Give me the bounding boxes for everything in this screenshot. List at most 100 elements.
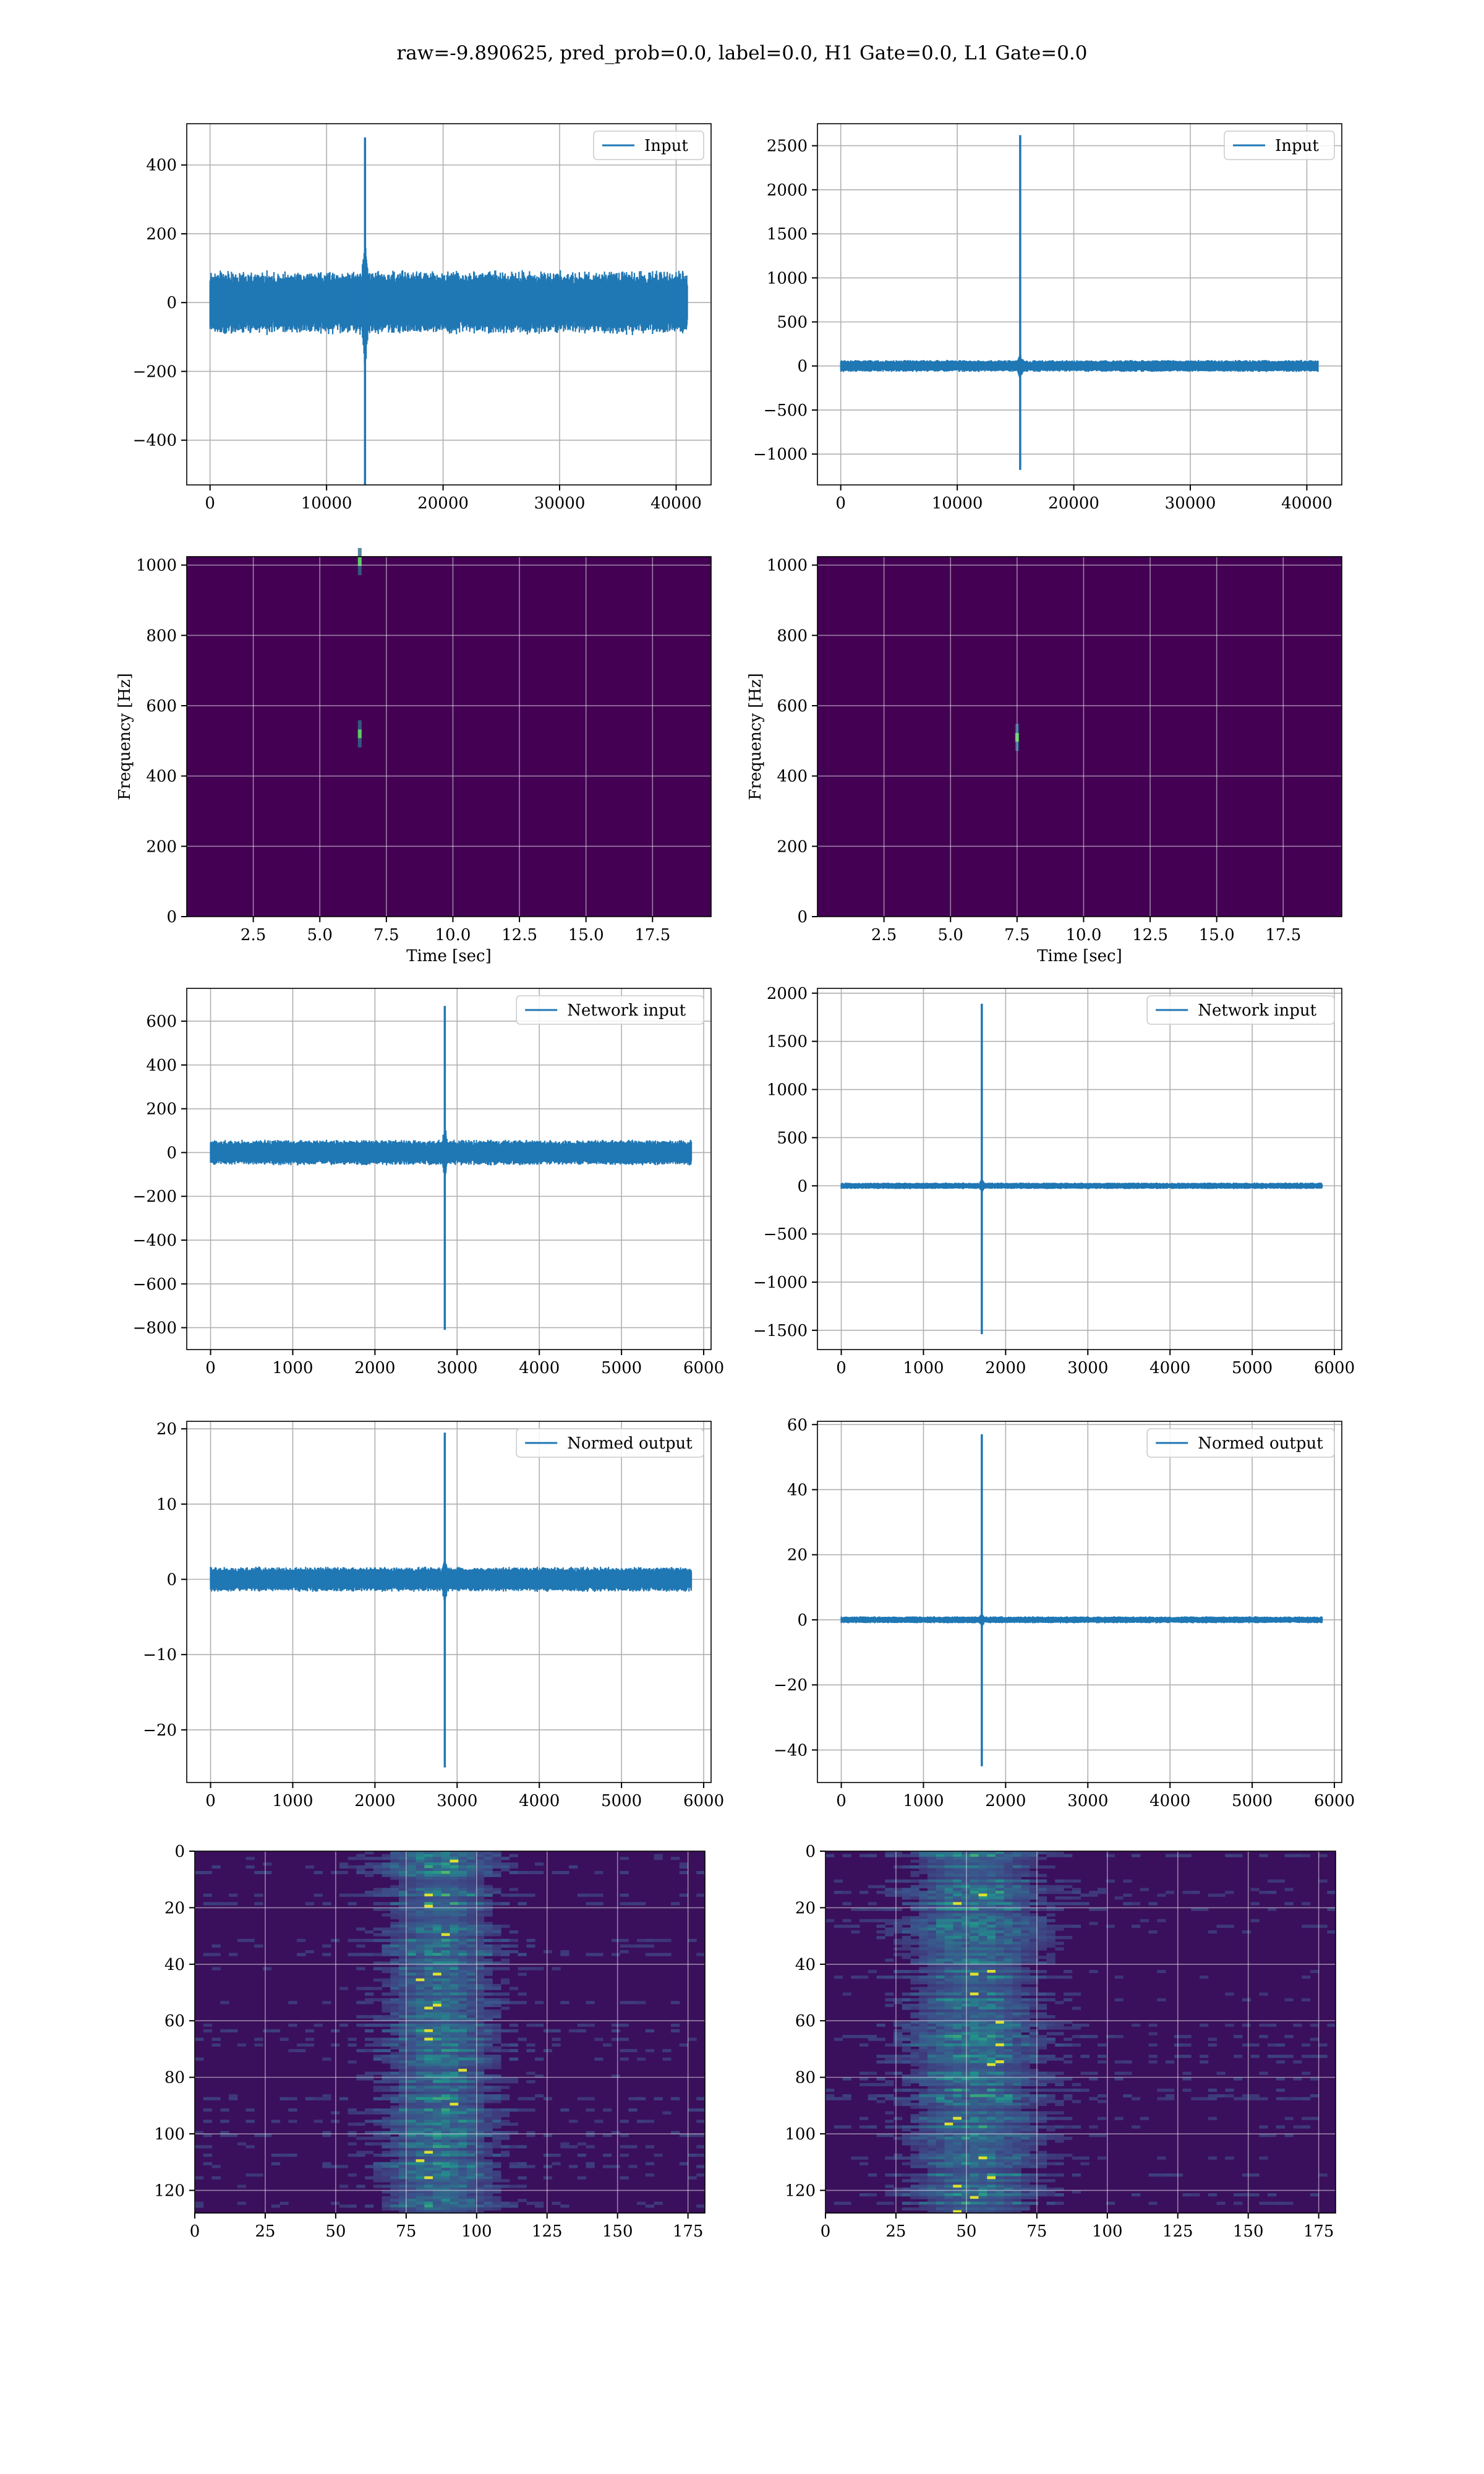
feature-cell <box>1064 2088 1073 2092</box>
feature-cell <box>424 1978 433 1982</box>
feature-cell <box>996 2077 1005 2081</box>
feature-cell <box>475 1989 485 1993</box>
feature-cell <box>1012 2097 1021 2100</box>
feature-cell <box>365 2204 374 2208</box>
feature-cell <box>970 2145 979 2149</box>
feature-cell <box>1030 1902 1039 1906</box>
feature-cell <box>458 2187 467 2191</box>
feature-cell <box>919 2102 928 2106</box>
feature-cell <box>441 1922 451 1925</box>
feature-cell <box>1012 1871 1021 1875</box>
feature-cell <box>1055 2100 1064 2104</box>
feature-cell <box>978 1975 987 1979</box>
feature-cell <box>953 2176 962 2180</box>
feature-cell <box>919 1938 928 1942</box>
feature-cell <box>450 1919 459 1922</box>
feature-cell <box>399 2201 408 2205</box>
feature-cell <box>876 2082 885 2086</box>
feature-cell <box>484 1998 493 2001</box>
feature-cell <box>458 1859 467 1863</box>
x-tick-label: 0 <box>205 494 215 513</box>
feature-cell <box>348 2134 357 2138</box>
feature-cell <box>484 1922 493 1925</box>
feature-cell <box>944 1857 953 1860</box>
feature-cell <box>1021 1961 1030 1965</box>
feature-cell <box>390 2077 399 2081</box>
feature-cell <box>407 2176 417 2180</box>
feature-cell <box>953 2120 962 2123</box>
feature-cell <box>373 1907 383 1911</box>
feature-cell <box>1021 2015 1030 2019</box>
feature-cell <box>356 2154 365 2157</box>
y-tick-label: −20 <box>774 1676 808 1695</box>
feature-cell <box>407 2193 417 2197</box>
feature-cell <box>1021 1893 1030 1897</box>
feature-cell <box>399 2128 408 2132</box>
feature-cell <box>475 2082 485 2086</box>
feature-cell <box>1030 2125 1039 2129</box>
feature-cell <box>484 2117 493 2120</box>
feature-cell <box>279 2201 289 2205</box>
feature-cell <box>953 2134 962 2138</box>
feature-cell <box>390 2100 399 2104</box>
feature-cell <box>1038 1888 1047 1891</box>
feature-cell <box>944 1927 953 1931</box>
feature-cell <box>552 2201 561 2205</box>
feature-cell <box>927 1956 937 1959</box>
y-tick-label: 400 <box>146 1056 177 1075</box>
feature-cell <box>416 2187 425 2191</box>
feature-cell <box>475 2185 485 2188</box>
feature-cell <box>450 2080 459 2084</box>
feature-cell <box>1055 2082 1064 2086</box>
feature-cell <box>1021 2187 1030 2191</box>
feature-cell <box>484 1961 493 1965</box>
feature-cell <box>1004 2074 1013 2078</box>
feature-cell <box>450 2199 459 2202</box>
feature-cell <box>458 2082 467 2086</box>
axes-frame <box>817 123 1342 486</box>
feature-cell <box>910 2097 919 2100</box>
feature-cell <box>953 1879 962 1883</box>
feature-cell <box>927 1904 937 1908</box>
feature-cell <box>365 2037 374 2041</box>
x-tick-label: 30000 <box>1165 494 1216 513</box>
feature-cell <box>424 1896 433 1900</box>
feature-cell <box>936 1865 945 1869</box>
feature-cell <box>1004 2080 1013 2084</box>
feature-cell <box>365 1998 374 2001</box>
feature-cell <box>467 1981 476 1985</box>
feature-cell <box>484 2055 493 2058</box>
feature-cell <box>390 2139 399 2143</box>
feature-cell <box>978 2071 987 2075</box>
feature-cell <box>416 1862 425 1866</box>
feature-cell <box>996 2071 1005 2075</box>
feature-cell <box>970 2021 979 2024</box>
feature-cell <box>1046 2026 1055 2030</box>
feature-cell <box>1038 2114 1047 2118</box>
feature-cell <box>1038 2046 1047 2050</box>
feature-cell <box>399 1956 408 1959</box>
feature-cell <box>936 1879 945 1883</box>
feature-cell <box>970 1851 979 1855</box>
feature-cell <box>927 2094 937 2098</box>
feature-cell <box>501 2122 510 2126</box>
feature-cell <box>996 2082 1005 2086</box>
feature-cell <box>978 2120 987 2123</box>
feature-cell <box>910 2125 919 2129</box>
feature-cell <box>416 2077 425 2081</box>
feature-cell <box>1021 1944 1030 1948</box>
feature-cell <box>910 1953 919 1956</box>
feature-cell <box>484 1871 493 1875</box>
feature-cell <box>978 2012 987 2016</box>
feature-cell <box>433 1987 442 1990</box>
feature-cell <box>475 1987 485 1990</box>
feature-cell <box>552 2154 561 2157</box>
feature-cell <box>458 2003 467 2007</box>
feature-cell <box>628 2048 638 2053</box>
feature-cell <box>987 1975 996 1979</box>
feature-cell <box>1030 2006 1039 2010</box>
feature-cell <box>1004 2040 1013 2044</box>
feature-cell <box>970 1967 979 1971</box>
feature-cell <box>876 2055 885 2058</box>
feature-cell <box>390 2145 399 2149</box>
